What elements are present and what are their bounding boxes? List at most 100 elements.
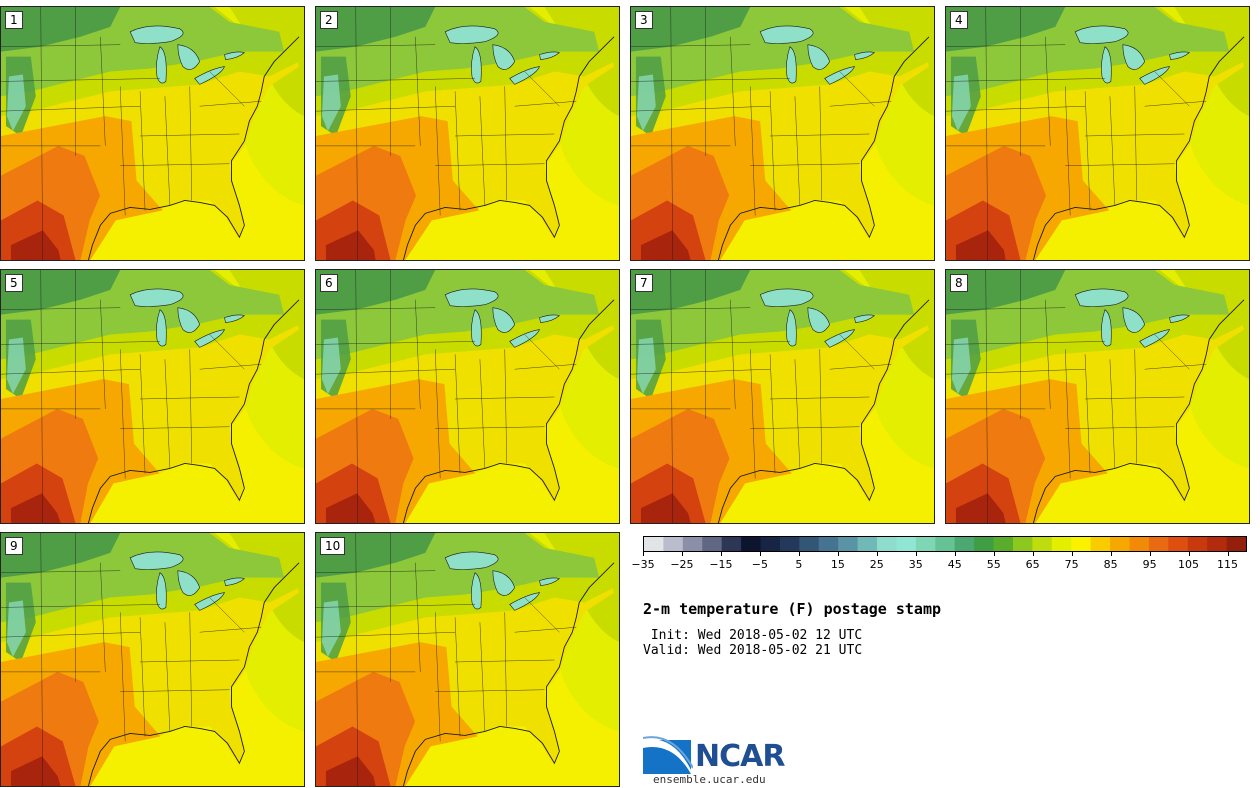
state-boundary <box>1065 426 1175 429</box>
state-boundary <box>839 334 875 370</box>
member-panel-8[interactable]: 8 <box>945 269 1250 524</box>
state-boundary <box>1045 299 1051 409</box>
state-boundary <box>479 96 486 206</box>
colorbar-swatch <box>1012 537 1033 551</box>
state-boundary <box>40 270 43 523</box>
northwest-cold-zone <box>631 7 751 52</box>
rockies-coldest-zone <box>951 74 971 132</box>
coastline <box>87 562 300 786</box>
state-boundary <box>316 341 475 345</box>
state-boundary <box>1154 71 1190 107</box>
colorbar-tick-mark <box>798 552 800 556</box>
texas-extreme-zone <box>640 230 691 260</box>
lake-superior <box>759 288 814 307</box>
colorbar-tick-label: 65 <box>1025 558 1040 571</box>
colorbar-tick-label: −5 <box>751 558 768 571</box>
state-boundary <box>435 163 545 166</box>
ncar-swoosh-icon <box>643 736 693 774</box>
state-boundary <box>514 364 577 370</box>
state-boundary <box>504 349 507 464</box>
texas-extreme-zone <box>325 230 376 260</box>
texas-extreme-zone <box>955 493 1006 523</box>
lake-ontario <box>1169 51 1191 60</box>
texas-extreme-zone <box>10 493 61 523</box>
coastline <box>717 299 930 523</box>
colorbar-swatch <box>682 537 703 551</box>
state-boundary <box>164 96 171 206</box>
state-boundary <box>946 341 1105 345</box>
state-boundary <box>670 270 673 523</box>
state-boundary <box>946 307 1066 310</box>
state-boundary <box>1154 334 1190 370</box>
coastline <box>87 36 300 260</box>
temperature-colorbar <box>643 536 1247 552</box>
colorbar-tick-label: 5 <box>795 558 803 571</box>
member-panel-9[interactable]: 9 <box>0 532 305 787</box>
lake-huron <box>177 44 201 70</box>
member-panel-10[interactable]: 10 <box>315 532 620 787</box>
state-boundary <box>514 101 577 107</box>
state-boundary <box>100 562 106 672</box>
colorbar-tick-mark <box>1227 552 1229 556</box>
lake-ontario <box>539 577 561 586</box>
colorbar-swatch <box>760 537 781 551</box>
state-boundary <box>1109 359 1116 469</box>
member-panel-5[interactable]: 5 <box>0 269 305 524</box>
state-boundary <box>730 299 736 409</box>
lake-huron <box>1122 307 1146 333</box>
texas-extreme-zone <box>325 756 376 786</box>
member-label-10: 10 <box>320 537 346 555</box>
colorbar-swatch <box>663 537 684 551</box>
colorbar-swatch <box>915 537 936 551</box>
colorbar-tick-label: 35 <box>908 558 923 571</box>
member-label-4: 4 <box>950 11 968 29</box>
ncar-logo[interactable]: NCAR <box>643 732 803 776</box>
lake-michigan <box>786 309 797 347</box>
colorbar-tick-label: −35 <box>631 558 655 571</box>
colorbar-tick-mark <box>915 552 917 556</box>
colorbar-swatch <box>993 537 1014 551</box>
logo-url[interactable]: ensemble.ucar.edu <box>653 773 766 786</box>
state-boundary <box>140 659 240 663</box>
lake-erie <box>509 329 540 348</box>
colorbar-tick-mark <box>993 552 995 556</box>
state-boundary <box>355 270 358 523</box>
member-panel-7[interactable]: 7 <box>630 269 935 524</box>
lake-michigan <box>156 309 167 347</box>
member-panel-1[interactable]: 1 <box>0 6 305 261</box>
state-boundary <box>415 562 421 672</box>
state-boundary <box>524 334 560 370</box>
state-boundary <box>769 354 776 474</box>
member-panel-6[interactable]: 6 <box>315 269 620 524</box>
colorbar-swatch <box>1051 537 1072 551</box>
state-boundary <box>455 133 555 137</box>
colorbar-tick-label: −25 <box>670 558 694 571</box>
colorbar-swatch <box>702 537 723 551</box>
colorbar-swatch <box>1071 537 1092 551</box>
state-boundary <box>316 44 436 47</box>
state-boundary <box>1064 349 1071 479</box>
colorbar-tick-label: 55 <box>986 558 1001 571</box>
state-boundary <box>985 270 988 523</box>
state-boundary <box>749 349 756 479</box>
lake-erie <box>824 66 855 85</box>
state-boundary <box>479 622 486 732</box>
member-panel-4[interactable]: 4 <box>945 6 1250 261</box>
colorbar-swatch <box>779 537 800 551</box>
state-boundary <box>140 396 240 400</box>
coastline <box>717 36 930 260</box>
state-boundary <box>434 86 441 216</box>
state-boundary <box>946 368 1086 375</box>
state-boundary <box>434 612 441 742</box>
lake-ontario <box>854 314 876 323</box>
rockies-coldest-zone <box>321 74 341 132</box>
logo-wordmark: NCAR <box>695 739 785 774</box>
state-boundary <box>189 349 192 464</box>
member-panel-3[interactable]: 3 <box>630 6 935 261</box>
colorbar-tick-mark <box>759 552 761 556</box>
state-boundary <box>119 86 126 216</box>
state-boundary <box>199 101 262 107</box>
colorbar-tick-label: 45 <box>947 558 962 571</box>
state-boundary <box>209 71 245 107</box>
member-panel-2[interactable]: 2 <box>315 6 620 261</box>
